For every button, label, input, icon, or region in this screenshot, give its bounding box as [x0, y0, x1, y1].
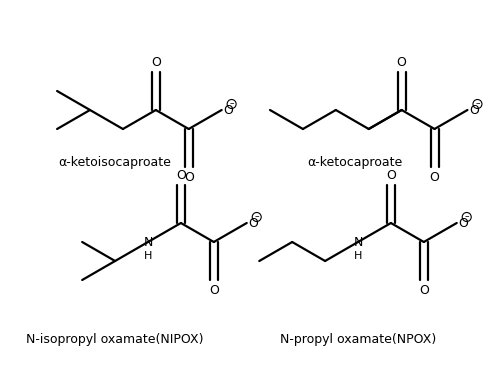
Text: O: O	[470, 103, 480, 117]
Text: O: O	[430, 170, 440, 183]
Text: O: O	[176, 169, 186, 182]
Text: O: O	[224, 103, 234, 117]
Text: N: N	[354, 235, 362, 248]
Text: N-isopropyl oxamate(NIPOX): N-isopropyl oxamate(NIPOX)	[26, 334, 204, 346]
Text: N-propyl oxamate(NPOX): N-propyl oxamate(NPOX)	[280, 334, 436, 346]
Text: –: –	[464, 213, 469, 221]
Text: H: H	[354, 251, 362, 261]
Text: –: –	[230, 100, 234, 108]
Text: O: O	[151, 55, 161, 69]
Text: O: O	[458, 217, 468, 230]
Text: N: N	[144, 235, 152, 248]
Text: –: –	[254, 213, 259, 221]
Text: O: O	[248, 217, 258, 230]
Text: O: O	[209, 283, 219, 297]
Text: O: O	[184, 170, 194, 183]
Text: O: O	[396, 55, 406, 69]
Text: α-ketoisocaproate: α-ketoisocaproate	[58, 155, 172, 169]
Text: α-ketocaproate: α-ketocaproate	[308, 155, 402, 169]
Text: H: H	[144, 251, 152, 261]
Text: –: –	[475, 100, 480, 108]
Text: O: O	[386, 169, 396, 182]
Text: O: O	[419, 283, 429, 297]
